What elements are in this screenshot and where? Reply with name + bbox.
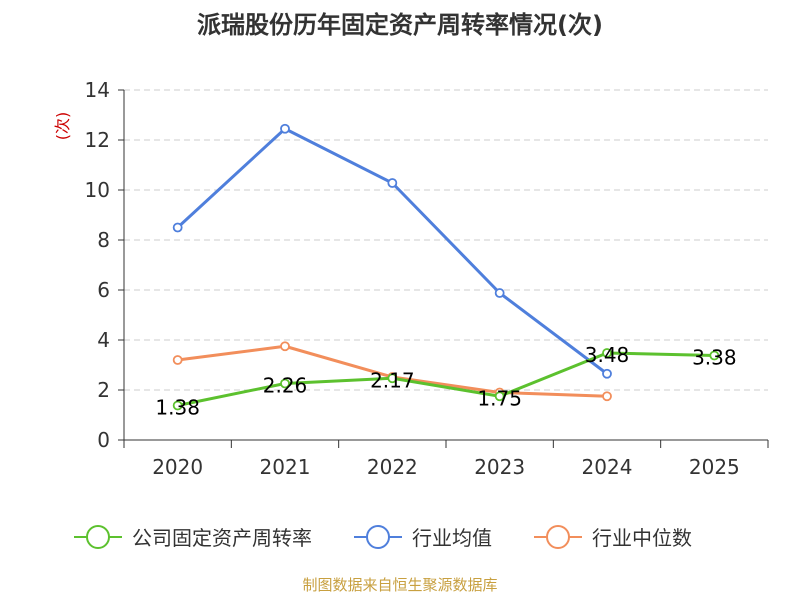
data-point [709,350,720,361]
data-point [280,123,290,134]
data-point [387,178,398,188]
data-point [494,288,505,298]
legend: 公司固定资产周转率 行业均值 行业中位数 [74,525,692,550]
data-point [494,391,505,402]
chart-title: 派瑞股份历年固定资产周转率情况(次) [197,11,603,39]
data-point [172,222,183,233]
data-point [172,355,183,365]
data-point [387,373,398,384]
data-label: 1.38 [155,396,200,420]
x-tick-label-2023: 2023 [474,455,525,479]
data-point [280,341,290,352]
y-tick-label: 14 [85,78,110,102]
series-lines [172,123,720,411]
data-point [172,400,183,411]
legend-marker [366,525,390,549]
x-tick-label-2020: 2020 [152,455,203,479]
data-label: 2.26 [263,374,308,398]
data-point [280,378,290,389]
y-tick-label: 10 [85,178,110,202]
legend-marker [86,525,110,549]
data-label: 1.75 [477,386,522,410]
x-tick-label-2025: 2025 [689,455,740,479]
data-label: 2.17 [370,368,415,392]
y-axis-label: (次) [53,112,72,141]
data-point [602,368,612,379]
y-tick-label: 0 [97,428,110,452]
legend-marker [546,525,570,549]
y-tick-label: 12 [85,128,110,152]
x-tick-label-2022: 2022 [367,455,418,479]
series-line-0 [177,351,715,407]
series-line-1 [176,127,608,375]
legend-label-0: 公司固定资产周转率 [132,526,312,550]
legend-label-1: 行业均值 [412,526,492,550]
data-label: 3.38 [692,346,737,370]
y-tick-label: 4 [97,328,110,352]
y-tick-label: 6 [97,278,110,302]
data-point [602,391,612,402]
legend-label-2: 行业中位数 [592,526,692,550]
data-label: 3.48 [585,343,630,367]
data-labels: 1.38 2.26 2.17 1.75 3.48 3.38 [155,343,736,420]
x-tick-label-2024: 2024 [582,455,633,479]
y-tick-label: 2 [97,378,110,402]
data-point [602,348,612,358]
axes: 0 2 4 6 8 10 12 14 2020 2021 2022 2023 2024 2025 [85,78,769,479]
source-note: 制图数据来自恒生聚源数据库 [302,576,497,594]
y-tick-label: 8 [97,228,110,252]
x-tick-label-2021: 2021 [260,455,311,479]
